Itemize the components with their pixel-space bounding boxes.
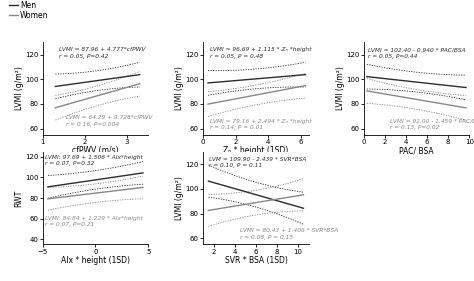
- Text: LVMI = 102.40 - 0.940 * PAC/BSA
r = 0.05, P=0.44: LVMI = 102.40 - 0.940 * PAC/BSA r = 0.05…: [368, 47, 465, 59]
- Text: LVM = 109.90 - 2.439 * SVR*BSA
r = 0.10, P = 0.11: LVM = 109.90 - 2.439 * SVR*BSA r = 0.10,…: [210, 157, 307, 168]
- Text: LVMI: 97.69 + 1.506 * AIx*height
r = 0.07, P=0.32: LVMI: 97.69 + 1.506 * AIx*height r = 0.0…: [45, 155, 143, 166]
- Y-axis label: RWT: RWT: [15, 189, 24, 207]
- Text: LVMI = 64.29 + 9.728*cfPWV
r = 0.16, P=0.004: LVMI = 64.29 + 9.728*cfPWV r = 0.16, P=0…: [66, 115, 152, 127]
- X-axis label: cfPWV (m/s): cfPWV (m/s): [72, 146, 119, 155]
- X-axis label: SVR * BSA (1SD): SVR * BSA (1SD): [225, 256, 287, 265]
- Text: LVMI = 80.43 + 1.406 * SVR*BSA
r = 0.08, P = 0.15: LVMI = 80.43 + 1.406 * SVR*BSA r = 0.08,…: [240, 228, 338, 240]
- X-axis label: PAC/ BSA: PAC/ BSA: [399, 146, 434, 155]
- Text: LVMI: 84.84 + 1.229 * AIx*height
r = 0.07, P=0.21: LVMI: 84.84 + 1.229 * AIx*height r = 0.0…: [45, 216, 143, 227]
- Y-axis label: LVMI (g/m²): LVMI (g/m²): [175, 176, 184, 220]
- Y-axis label: LVMI (g/m²): LVMI (g/m²): [336, 67, 345, 110]
- Legend: Men, Women: Men, Women: [9, 1, 48, 20]
- Text: LVMI = 96.69 + 1.115 * Zₙ *height
r = 0.05, P = 0.48: LVMI = 96.69 + 1.115 * Zₙ *height r = 0.…: [210, 47, 311, 59]
- Text: LVMI = 79.16 + 2.494 * Zₙ *height
r = 0.14, P = 0.01: LVMI = 79.16 + 2.494 * Zₙ *height r = 0.…: [210, 119, 311, 130]
- X-axis label: AIx * height (1SD): AIx * height (1SD): [61, 256, 130, 265]
- Y-axis label: LVMI (g/m²): LVMI (g/m²): [175, 67, 184, 110]
- Text: LVMI = 87.96 + 4.777*cfPWV
r = 0.05, P=0.42: LVMI = 87.96 + 4.777*cfPWV r = 0.05, P=0…: [59, 47, 145, 59]
- Text: LVMI = 91.00 - 1.459 * PAC/BSA
r = 0.13, P=0.02: LVMI = 91.00 - 1.459 * PAC/BSA r = 0.13,…: [390, 119, 474, 130]
- X-axis label: Zₙ * height (1SD): Zₙ * height (1SD): [223, 146, 289, 155]
- Y-axis label: LVMI (g/m²): LVMI (g/m²): [15, 67, 24, 110]
